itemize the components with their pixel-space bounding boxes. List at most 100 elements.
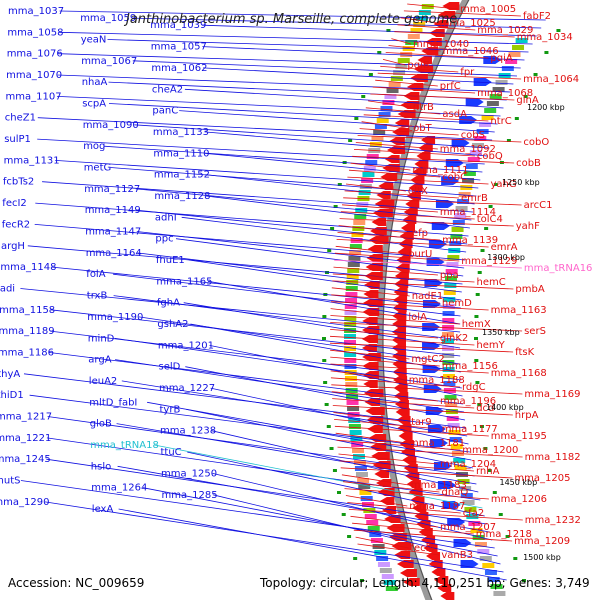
gene-label[interactable]: nadE1	[412, 291, 444, 302]
gene-label[interactable]: serS	[524, 326, 546, 337]
gene-label[interactable]: tyrB	[160, 404, 181, 415]
gene-label[interactable]: mma_1005	[460, 4, 516, 15]
gene-label[interactable]: glnK2	[440, 333, 468, 344]
gene-label[interactable]: fpr	[460, 67, 475, 78]
gene-label[interactable]: mma_1209	[514, 536, 570, 547]
gene-label[interactable]: folA	[86, 269, 105, 280]
gene-label[interactable]: cobT	[408, 123, 433, 134]
gene-label[interactable]: ppc	[155, 234, 173, 245]
gene-label[interactable]: adi	[0, 284, 15, 295]
gene-label[interactable]: hemX	[462, 319, 491, 330]
gene-label[interactable]: yeaN	[81, 35, 107, 46]
gene-label[interactable]: sulP1	[4, 134, 31, 145]
gene-label[interactable]: mma_tRNA16	[524, 263, 593, 274]
gene-label[interactable]: mma_1040	[413, 39, 469, 50]
gene-label[interactable]: vanB3	[441, 550, 473, 561]
gene-label[interactable]: mma_1181	[409, 438, 465, 449]
gene-label[interactable]: mma_1127	[84, 184, 140, 195]
gene-label[interactable]: mma_1070	[6, 70, 62, 81]
gene-label[interactable]: mma_1037	[8, 6, 64, 17]
gene-label[interactable]: mma_1025	[440, 18, 496, 29]
gene-label[interactable]: mma_1206	[491, 494, 547, 505]
gene-label[interactable]: gloB	[90, 419, 112, 430]
gene-label[interactable]: mma_1264	[91, 483, 147, 494]
gene-label[interactable]: mma_1111	[412, 165, 468, 176]
gene-label[interactable]: nhaA	[82, 77, 108, 88]
gene-label[interactable]: mma_1158	[0, 305, 55, 316]
gene-label[interactable]: mma_1177	[442, 424, 498, 435]
gene-label[interactable]: mma_1207	[440, 522, 496, 533]
gene-label[interactable]: mma_1182	[525, 452, 581, 463]
gene-label[interactable]: panC	[152, 106, 178, 117]
gene-label[interactable]: fecI4	[411, 543, 435, 554]
gene-label[interactable]: mma_1195	[491, 431, 547, 442]
gene-label[interactable]: rnhA	[476, 466, 500, 477]
gene-label[interactable]: glnA	[516, 95, 538, 106]
gene-label[interactable]: mma_1245	[0, 454, 51, 465]
gene-label[interactable]: mma_1165	[156, 276, 212, 287]
gene-label[interactable]: prfC	[440, 81, 461, 92]
gene-label[interactable]: leuA2	[89, 376, 117, 387]
gene-label[interactable]: mma_1046	[443, 46, 499, 57]
gene-label[interactable]: mma_1139	[442, 235, 498, 246]
gene-label-layer[interactable]: mma_1037 mma_1059 mma_1039 mma_1058 yeaN mma_…	[0, 4, 592, 561]
gene-label[interactable]: mma_1227	[159, 383, 215, 394]
gene-label[interactable]: mma_1238	[160, 426, 216, 437]
gene-label[interactable]: lexA	[92, 504, 114, 515]
gene-label[interactable]: mma_1183	[411, 480, 467, 491]
gene-label[interactable]: rdgC	[462, 382, 486, 393]
gene-label[interactable]: emrA	[491, 242, 518, 253]
gene-label[interactable]: cobO	[523, 137, 549, 148]
gene-label[interactable]: gltX	[408, 186, 428, 197]
gene-label[interactable]: mma_1133	[153, 127, 209, 138]
gene-label[interactable]: yahG	[491, 179, 517, 190]
gene-label[interactable]: mma_1092	[440, 144, 496, 155]
gene-label[interactable]: mog	[83, 141, 105, 152]
gene-label[interactable]: mma_1168	[491, 368, 547, 379]
gene-label[interactable]: ppa	[440, 270, 459, 281]
gene-label[interactable]: mma_1034	[517, 32, 573, 43]
gene-label[interactable]: mma_1128	[154, 191, 210, 202]
gene-label[interactable]: adhI	[155, 212, 177, 223]
gene-label[interactable]: metG	[84, 163, 112, 174]
gene-label[interactable]: mma_1190	[87, 312, 143, 323]
gene-label[interactable]: mma_1188	[409, 375, 465, 386]
gene-label[interactable]: dcd	[476, 403, 494, 414]
gene-label[interactable]: mma_1217	[0, 412, 52, 423]
gene-label[interactable]: mma_1204	[440, 459, 496, 470]
gene-label[interactable]: purU	[408, 249, 432, 260]
gene-label[interactable]: thiD1	[0, 390, 24, 401]
gene-label[interactable]: fcbTs2	[3, 177, 34, 188]
gene-label[interactable]: mma_1068	[477, 88, 533, 99]
gene-label[interactable]: mma_1189	[0, 326, 55, 337]
gene-label[interactable]: fecI2	[2, 198, 26, 209]
gene-label[interactable]: mma_1290	[0, 497, 49, 508]
gene-label[interactable]: mma_1221	[0, 433, 51, 444]
gene-label[interactable]: fabF2	[523, 11, 551, 22]
gene-label[interactable]: fecR2	[2, 219, 30, 230]
gene-label[interactable]: mma_1285	[162, 490, 218, 501]
gene-label[interactable]: mma_1076	[7, 49, 63, 60]
gene-label[interactable]: mma_1163	[491, 305, 547, 316]
gene-label[interactable]: mma_1232	[525, 515, 581, 526]
gene-label[interactable]: hslo	[91, 461, 111, 472]
gene-label[interactable]: cfa2	[463, 508, 485, 519]
gene-label[interactable]: mma_1218	[476, 529, 532, 540]
gene-label[interactable]: cheZ1	[5, 113, 36, 124]
gene-label[interactable]: ftsK	[515, 347, 534, 358]
gene-label[interactable]: mma_1062	[151, 63, 207, 74]
gene-label[interactable]: mma_1064	[523, 74, 579, 85]
gene-label[interactable]: ntrB	[413, 102, 434, 113]
gene-label[interactable]: hemD	[442, 298, 472, 309]
gene-label[interactable]: selD	[159, 362, 181, 373]
gene-label[interactable]: argA	[88, 355, 111, 366]
gene-label[interactable]: hemY	[476, 340, 505, 351]
gene-label[interactable]: trxB	[87, 291, 108, 302]
gene-label[interactable]: mma_1164	[86, 248, 142, 259]
gene-label[interactable]: mma_1090	[83, 120, 139, 131]
gene-label[interactable]: mgtC2	[411, 354, 444, 365]
gene-label[interactable]: mma_1057	[151, 42, 207, 53]
gene-label[interactable]: mma_1029	[477, 25, 533, 36]
gene-label[interactable]: efp	[412, 228, 428, 239]
gene-label[interactable]: cheA2	[152, 84, 183, 95]
